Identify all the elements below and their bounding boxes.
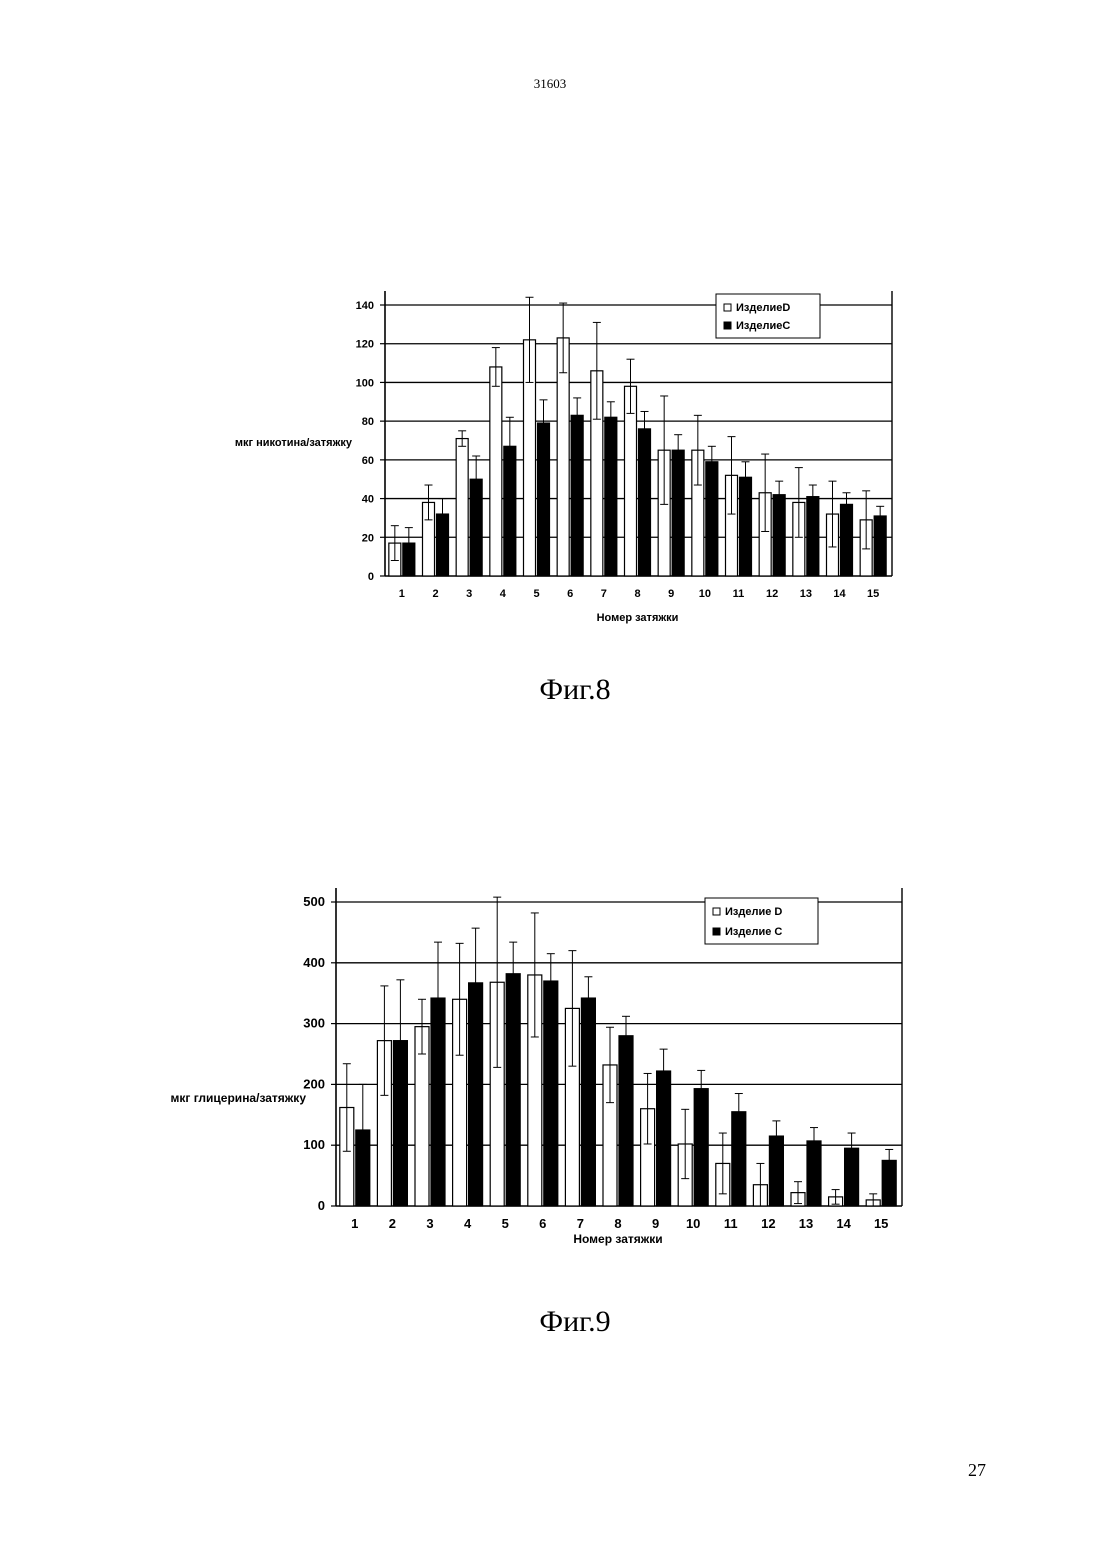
x-tick-label: 8 bbox=[614, 1216, 621, 1231]
page-number: 27 bbox=[968, 1460, 986, 1481]
x-tick-label: 2 bbox=[389, 1216, 396, 1231]
x-tick-label: 5 bbox=[502, 1216, 509, 1231]
bar-series-c bbox=[619, 1036, 633, 1206]
bar-series-c bbox=[544, 981, 558, 1206]
x-tick-label: 11 bbox=[724, 1216, 738, 1231]
y-tick-label: 0 bbox=[318, 1198, 325, 1213]
x-tick-label: 1 bbox=[351, 1216, 358, 1231]
legend-label: Изделие C bbox=[725, 926, 782, 938]
x-tick-label: 7 bbox=[577, 1216, 584, 1231]
x-tick-label: 4 bbox=[464, 1216, 472, 1231]
y-axis-title: мкг глицерина/затяжку bbox=[171, 1091, 307, 1105]
figure-9-chart: 0100200300400500123456789101112131415Ном… bbox=[0, 0, 1100, 1300]
x-tick-label: 13 bbox=[799, 1216, 813, 1231]
y-tick-label: 300 bbox=[303, 1016, 325, 1031]
y-tick-label: 400 bbox=[303, 955, 325, 970]
x-axis-title: Номер затяжки bbox=[573, 1232, 662, 1246]
bar-series-c bbox=[581, 998, 595, 1206]
x-tick-label: 6 bbox=[539, 1216, 546, 1231]
y-tick-label: 200 bbox=[303, 1076, 325, 1091]
legend-swatch bbox=[713, 908, 720, 915]
x-tick-label: 14 bbox=[836, 1216, 851, 1231]
y-tick-label: 500 bbox=[303, 894, 325, 909]
x-tick-label: 12 bbox=[761, 1216, 775, 1231]
y-tick-label: 100 bbox=[303, 1137, 325, 1152]
figure-9-caption: Фиг.9 bbox=[0, 1305, 1100, 1339]
x-tick-label: 9 bbox=[652, 1216, 659, 1231]
legend-swatch bbox=[713, 928, 720, 935]
bar-series-c bbox=[506, 974, 520, 1206]
legend-label: Изделие D bbox=[725, 906, 782, 918]
x-tick-label: 15 bbox=[874, 1216, 888, 1231]
x-tick-label: 3 bbox=[426, 1216, 433, 1231]
x-tick-label: 10 bbox=[686, 1216, 700, 1231]
